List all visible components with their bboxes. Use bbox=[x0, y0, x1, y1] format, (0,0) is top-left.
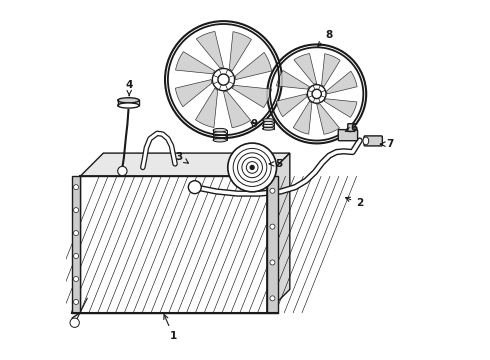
Polygon shape bbox=[175, 51, 215, 74]
Text: 8: 8 bbox=[318, 30, 333, 46]
Polygon shape bbox=[80, 153, 290, 176]
Circle shape bbox=[188, 181, 201, 194]
Polygon shape bbox=[276, 71, 310, 89]
Circle shape bbox=[118, 166, 127, 176]
Circle shape bbox=[270, 296, 275, 301]
Polygon shape bbox=[321, 54, 340, 87]
Circle shape bbox=[74, 300, 78, 305]
Circle shape bbox=[70, 318, 79, 327]
Polygon shape bbox=[276, 94, 307, 117]
Polygon shape bbox=[229, 32, 251, 71]
Polygon shape bbox=[232, 85, 271, 108]
Text: 6: 6 bbox=[345, 123, 358, 133]
Bar bbox=[267, 176, 278, 313]
Circle shape bbox=[74, 208, 78, 213]
Text: 9: 9 bbox=[250, 120, 258, 129]
Text: 1: 1 bbox=[164, 315, 177, 341]
Circle shape bbox=[74, 253, 78, 258]
Ellipse shape bbox=[213, 139, 227, 142]
Text: 7: 7 bbox=[381, 139, 394, 149]
Ellipse shape bbox=[213, 129, 227, 132]
Text: 3: 3 bbox=[175, 152, 188, 163]
Ellipse shape bbox=[263, 119, 274, 122]
Text: 5: 5 bbox=[270, 159, 283, 169]
Polygon shape bbox=[317, 104, 340, 134]
Polygon shape bbox=[294, 54, 317, 84]
Polygon shape bbox=[267, 153, 290, 313]
Polygon shape bbox=[80, 176, 267, 313]
Circle shape bbox=[74, 230, 78, 235]
Text: 2: 2 bbox=[345, 197, 364, 208]
Ellipse shape bbox=[363, 137, 368, 145]
Circle shape bbox=[312, 89, 321, 99]
Circle shape bbox=[74, 276, 78, 282]
Circle shape bbox=[270, 260, 275, 265]
FancyBboxPatch shape bbox=[338, 130, 358, 141]
Polygon shape bbox=[235, 53, 271, 80]
Polygon shape bbox=[223, 91, 251, 128]
Polygon shape bbox=[175, 80, 212, 107]
Circle shape bbox=[250, 166, 254, 170]
Circle shape bbox=[270, 224, 275, 229]
Polygon shape bbox=[293, 101, 312, 134]
Polygon shape bbox=[324, 99, 357, 117]
Polygon shape bbox=[196, 88, 218, 127]
Circle shape bbox=[270, 188, 275, 193]
Circle shape bbox=[74, 185, 78, 190]
Text: 4: 4 bbox=[125, 80, 133, 96]
FancyBboxPatch shape bbox=[348, 124, 355, 131]
FancyBboxPatch shape bbox=[364, 136, 382, 146]
Ellipse shape bbox=[118, 103, 139, 108]
Polygon shape bbox=[326, 71, 357, 94]
Bar bbox=[72, 176, 80, 313]
Ellipse shape bbox=[263, 127, 274, 130]
Ellipse shape bbox=[118, 98, 139, 103]
Circle shape bbox=[228, 143, 276, 192]
Circle shape bbox=[218, 74, 229, 85]
Polygon shape bbox=[196, 31, 223, 68]
